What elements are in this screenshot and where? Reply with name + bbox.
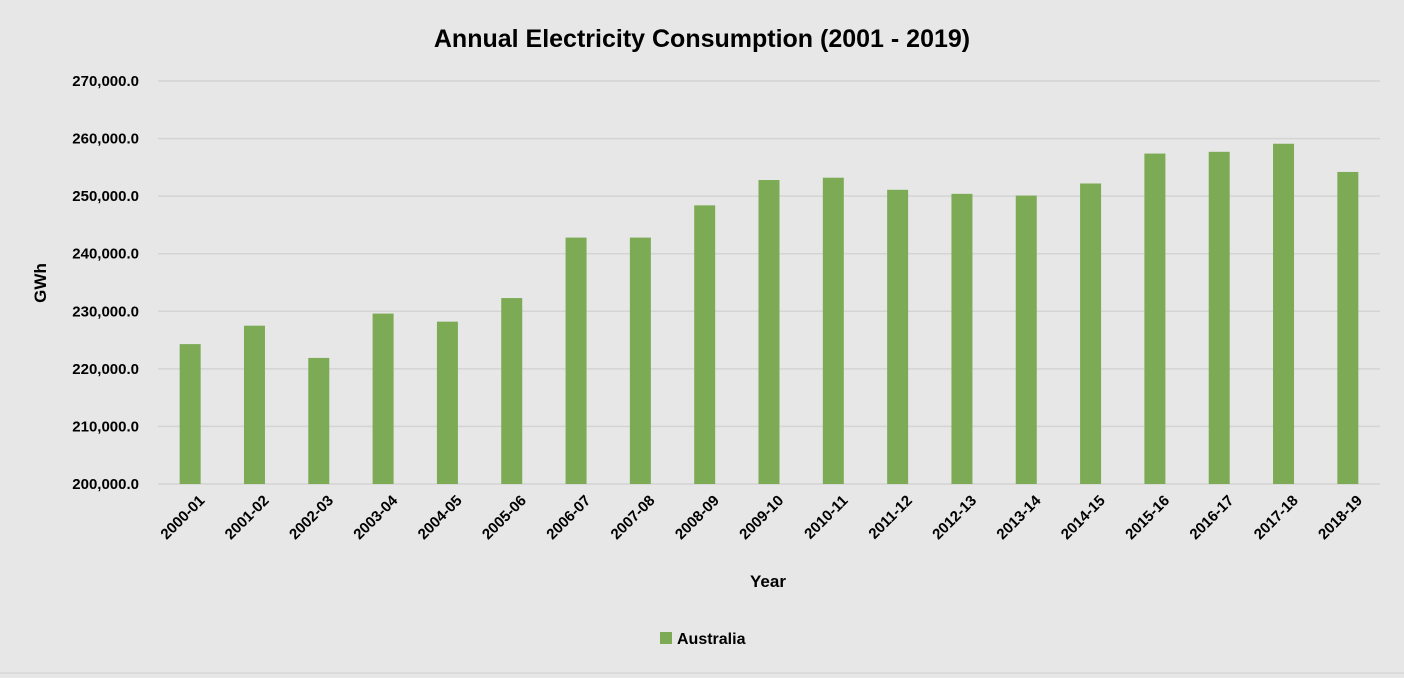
bar-2011-12 — [887, 189, 909, 484]
bar-2001-02 — [243, 325, 265, 484]
bar-2017-18 — [1273, 143, 1295, 484]
bar-2012-13 — [951, 193, 973, 484]
bar-2005-06 — [501, 298, 523, 484]
bar-2015-16 — [1144, 153, 1166, 485]
legend: Australia — [660, 631, 746, 648]
x-tick-label: 2000-01 — [157, 492, 208, 543]
bar-series-australia — [179, 143, 1359, 485]
bar-2002-03 — [308, 357, 330, 484]
bar-2009-10 — [758, 180, 780, 484]
bar-2004-05 — [436, 321, 458, 484]
bar-2007-08 — [629, 237, 651, 484]
x-tick-label: 2014-15 — [1058, 492, 1109, 543]
bar-2008-09 — [694, 205, 716, 484]
x-tick-label: 2005-06 — [479, 492, 530, 543]
y-axis-ticks: 200,000.0 210,000.0 220,000.0 230,000.0 240,… — [72, 73, 139, 493]
x-axis-title: Year — [750, 572, 786, 591]
x-axis-ticks: 2000-01 2001-02 2002-03 2003-04 2004-05 2005-… — [157, 492, 1366, 543]
x-tick-label: 2004-05 — [415, 492, 466, 543]
legend-swatch-australia — [660, 632, 672, 644]
x-tick-label: 2011-12 — [865, 492, 915, 542]
x-tick-label: 2017-18 — [1251, 492, 1302, 543]
x-tick-label: 2018-19 — [1315, 492, 1366, 543]
chart-title: Annual Electricity Consumption (2001 - 2… — [434, 25, 970, 53]
bar-2014-15 — [1080, 183, 1102, 484]
y-tick-label: 240,000.0 — [72, 246, 139, 263]
y-tick-label: 230,000.0 — [72, 303, 139, 320]
x-tick-label: 2003-04 — [350, 492, 401, 543]
bar-2000-01 — [179, 344, 201, 484]
bar-2018-19 — [1337, 171, 1359, 484]
bar-2006-07 — [565, 237, 587, 484]
x-tick-label: 2016-17 — [1186, 492, 1237, 543]
x-tick-label: 2001-02 — [222, 492, 273, 543]
y-tick-label: 260,000.0 — [72, 131, 139, 148]
legend-label-australia: Australia — [677, 631, 746, 648]
x-tick-label: 2009-10 — [736, 492, 787, 543]
y-tick-label: 220,000.0 — [72, 361, 139, 378]
bar-2003-04 — [372, 313, 394, 484]
x-tick-label: 2013-14 — [993, 492, 1044, 543]
y-tick-label: 250,000.0 — [72, 188, 139, 205]
x-tick-label: 2007-08 — [608, 492, 659, 543]
x-tick-label: 2010-11 — [801, 492, 851, 542]
x-tick-label: 2015-16 — [1122, 492, 1173, 543]
x-tick-label: 2006-07 — [543, 492, 594, 543]
bar-2013-14 — [1015, 195, 1037, 484]
bar-2016-17 — [1208, 151, 1230, 484]
x-tick-label: 2002-03 — [286, 492, 337, 543]
y-tick-label: 200,000.0 — [72, 476, 139, 493]
y-tick-label: 270,000.0 — [72, 73, 139, 90]
x-tick-label: 2008-09 — [672, 492, 723, 543]
y-tick-label: 210,000.0 — [72, 418, 139, 435]
x-tick-label: 2012-13 — [929, 492, 980, 543]
y-axis-title: GWh — [31, 263, 50, 303]
bar-2010-11 — [822, 177, 844, 484]
